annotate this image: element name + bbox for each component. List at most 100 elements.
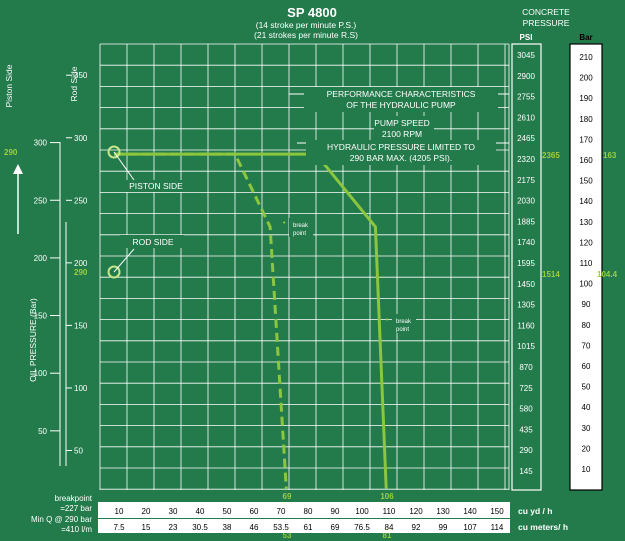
performance-line-1: PERFORMANCE CHARACTERISTICS	[327, 89, 476, 99]
cu-yd-value: 50	[223, 507, 232, 516]
bar-tick: 40	[582, 403, 591, 412]
rod-side-axis-title: Rod Side	[69, 66, 79, 101]
cu-m-value: 69	[331, 523, 340, 532]
piston-start-point	[107, 145, 121, 159]
cu-m-value: 107	[463, 523, 477, 532]
psi-2365-label: 2365	[542, 151, 560, 160]
x-69-label: 69	[283, 492, 292, 501]
rod-side-label-box	[120, 235, 184, 248]
cu-m-value: 30.5	[192, 523, 208, 532]
cu-m-value: 53.5	[273, 523, 289, 532]
piston-side-label: PISTON SIDE	[129, 181, 183, 191]
break-point-text-rod-1: break	[396, 319, 412, 325]
cu-yd-value: 130	[436, 507, 450, 516]
concrete-pressure-label-1: CONCRETE	[522, 7, 570, 17]
psi-tick: 2610	[517, 113, 535, 122]
piston-tick-label: 50	[38, 427, 47, 436]
bar-scale-box	[569, 43, 603, 491]
left-axis-lines	[59, 142, 67, 466]
bar-tick: 120	[579, 238, 593, 247]
cu-yd-value: 110	[383, 507, 396, 516]
cu-yd-value: 20	[142, 507, 151, 516]
rod-tick-label: 100	[74, 384, 88, 393]
cu-yd-value: 90	[331, 507, 340, 516]
rod-side-label: ROD SIDE	[132, 237, 173, 247]
cu-yd-label: cu yd / h	[518, 506, 552, 516]
hydraulic-line-1: HYDRAULIC PRESSURE LIMITED TO	[327, 142, 475, 152]
concrete-pressure-label-2: PRESSURE	[523, 18, 570, 28]
cu-yd-value: 60	[250, 507, 259, 516]
pump-speed-line-2: 2100 RPM	[382, 129, 422, 139]
bar-tick: 190	[579, 94, 593, 103]
piston-side-curve	[114, 152, 288, 489]
psi-tick: 725	[519, 384, 533, 393]
psi-tick: 145	[519, 467, 533, 476]
bar-tick: 60	[582, 362, 591, 371]
x-106-label: 106	[380, 492, 394, 501]
bar-tick: 100	[579, 280, 593, 289]
bar-tick: 160	[579, 156, 593, 165]
psi-header: PSI	[520, 33, 533, 42]
piston-ticks: 300 250 200 150 100 50	[34, 139, 60, 436]
up-arrow	[13, 164, 23, 234]
cu-m-value: 99	[439, 523, 448, 532]
bar-tick: 130	[579, 218, 593, 227]
rod-ticks: 350 300 250 200 150 100 50	[66, 71, 88, 456]
cu-m-value: 92	[412, 523, 421, 532]
rod-tick-label: 150	[74, 321, 88, 330]
psi-scale-box	[511, 43, 542, 491]
psi-tick: 1450	[517, 280, 535, 289]
psi-tick: 435	[519, 425, 533, 434]
psi-tick: 290	[519, 446, 533, 455]
bar-tick: 30	[582, 424, 591, 433]
cu-m-value: 7.5	[113, 523, 125, 532]
psi-tick: 1305	[517, 301, 535, 310]
rod-side-curve	[114, 152, 388, 489]
psi-scale: 3045 2900 2755 2610 2465 2320 2175 2030 1885 1740…	[517, 51, 535, 476]
psi-tick: 2465	[517, 134, 535, 143]
bar-tick: 140	[579, 197, 593, 206]
rod-290-label: 290	[74, 268, 88, 277]
psi-tick: 1595	[517, 259, 535, 268]
piston-tick-label: 250	[34, 196, 48, 205]
rod-tick-label: 200	[74, 259, 88, 268]
cu-yd-row	[98, 502, 510, 518]
cu-m-label: cu meters/ h	[518, 522, 568, 532]
bar-tick: 200	[579, 74, 593, 83]
performance-line-2: OF THE HYDRAULIC PUMP	[346, 100, 456, 110]
psi-tick: 870	[519, 363, 533, 372]
psi-tick: 2030	[517, 197, 535, 206]
break-point-marker-rod: •	[386, 317, 389, 324]
oil-pressure-axis-title: OIL PRESSURE (Bar)	[28, 298, 38, 382]
break-point-text-piston-1: break	[293, 223, 309, 229]
cu-m-value: 23	[169, 523, 178, 532]
cu-yd-value: 40	[196, 507, 205, 516]
subtitle-piston-strokes: (14 stroke per minute P.S.)	[256, 20, 357, 30]
chart-title: SP 4800	[287, 5, 337, 20]
cu-m-value: 46	[250, 523, 259, 532]
bar-tick: 70	[582, 341, 591, 350]
psi-tick: 3045	[517, 51, 535, 60]
piston-290-label: 290	[4, 148, 18, 157]
psi-tick: 1740	[517, 238, 535, 247]
cu-m-value: 84	[385, 523, 394, 532]
psi-tick: 1160	[517, 321, 535, 330]
psi-tick: 580	[519, 405, 533, 414]
pump-speed-box	[374, 116, 434, 140]
bar-scale: 210 200 190 180 170 160 150 140 130 120 110 100 90 80…	[579, 53, 593, 474]
x-81-label: 81	[383, 531, 392, 540]
rod-tick-label: 300	[74, 134, 88, 143]
rod-start-point	[107, 265, 121, 279]
cu-yd-value: 100	[355, 507, 369, 516]
cu-m-value: 76.5	[354, 523, 370, 532]
cu-m-value: 15	[142, 523, 151, 532]
break-point-box-piston	[289, 218, 313, 237]
cu-m-value: 114	[491, 523, 504, 532]
cu-yd-value: 10	[115, 507, 124, 516]
rod-tick-label: 350	[74, 71, 88, 80]
cu-yd-value: 140	[463, 507, 477, 516]
psi-tick: 2175	[517, 176, 535, 185]
piston-tick-label: 300	[34, 139, 48, 148]
cu-yd-value: 80	[304, 507, 313, 516]
cu-m-value: 38	[223, 523, 232, 532]
